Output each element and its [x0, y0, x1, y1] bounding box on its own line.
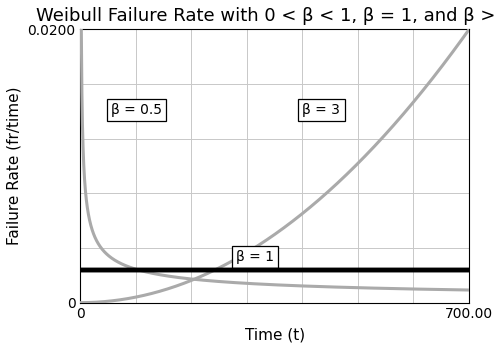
- Text: β = 1: β = 1: [236, 250, 274, 264]
- Y-axis label: Failure Rate (fr/time): Failure Rate (fr/time): [7, 87, 22, 245]
- Text: β = 0.5: β = 0.5: [111, 103, 162, 117]
- Title: Weibull Failure Rate with 0 < β < 1, β = 1, and β > 1: Weibull Failure Rate with 0 < β < 1, β =…: [36, 7, 500, 25]
- X-axis label: Time (t): Time (t): [244, 327, 305, 342]
- Text: β = 3: β = 3: [302, 103, 341, 117]
